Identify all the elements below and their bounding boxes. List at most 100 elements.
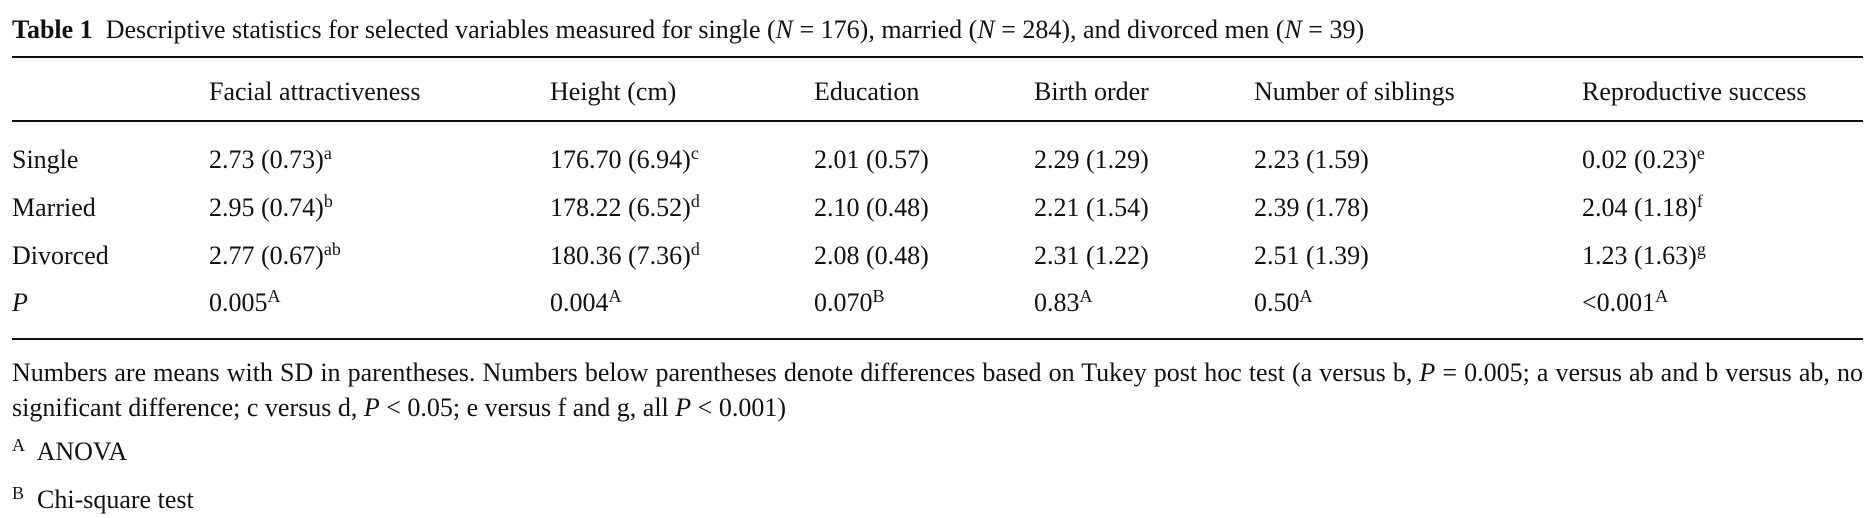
- cell-value: 2.10 (0.48): [814, 193, 929, 222]
- column-header: Education: [814, 77, 920, 106]
- column-header: Height (cm): [550, 77, 677, 106]
- cell: 2.23 (1.59): [1254, 145, 1369, 175]
- cell-value: 0.50: [1254, 288, 1300, 317]
- cell: 0.070B: [814, 286, 885, 318]
- cell-value: 2.73 (0.73): [209, 145, 324, 174]
- cell-value: 0.005: [209, 288, 268, 317]
- cell: <0.001A: [1582, 286, 1669, 318]
- cell-value: 2.39 (1.78): [1254, 193, 1369, 222]
- cell: 1.23 (1.63)g: [1582, 239, 1706, 271]
- cell: 2.29 (1.29): [1034, 145, 1149, 175]
- row-label: Married: [12, 193, 96, 222]
- note: B Chi-square test: [12, 483, 194, 515]
- cell: 0.50A: [1254, 286, 1313, 318]
- cell-superscript: A: [267, 286, 281, 306]
- row-label: P: [12, 288, 28, 317]
- note-text: Chi-square test: [37, 485, 194, 514]
- title: Table 1 Descriptive statistics for selec…: [12, 15, 1364, 45]
- cell-superscript: A: [1299, 286, 1313, 306]
- cell-value: 2.08 (0.48): [814, 241, 929, 270]
- note-text: ANOVA: [36, 437, 128, 466]
- cell-superscript: a: [323, 143, 332, 163]
- text-run: < 0.001): [691, 393, 786, 422]
- cell-value: 0.004: [550, 288, 609, 317]
- cell-value: 2.23 (1.59): [1254, 145, 1369, 174]
- cell: 2.51 (1.39): [1254, 241, 1369, 271]
- cell-superscript: ab: [323, 239, 341, 259]
- text-run: = 284), and divorced men (: [994, 15, 1285, 44]
- cell-value: 2.77 (0.67): [209, 241, 324, 270]
- top-rule: [12, 56, 1863, 58]
- cell-value: 178.22 (6.52): [550, 193, 691, 222]
- cell-value: 2.21 (1.54): [1034, 193, 1149, 222]
- caption: Descriptive statistics for selected vari…: [106, 15, 1364, 44]
- cell-superscript: f: [1696, 191, 1703, 211]
- cell-superscript: d: [690, 191, 700, 211]
- cell-superscript: A: [1655, 286, 1669, 306]
- cell-value: 2.01 (0.57): [814, 145, 929, 174]
- cell: 0.83A: [1034, 286, 1093, 318]
- cell: 2.08 (0.48): [814, 241, 929, 271]
- cell: 2.77 (0.67)ab: [209, 239, 341, 271]
- cell-value: 180.36 (7.36): [550, 241, 691, 270]
- cell-value: 176.70 (6.94): [550, 145, 691, 174]
- row-label: Divorced: [12, 241, 109, 270]
- row-label: Single: [12, 145, 79, 174]
- text-run: N: [1284, 15, 1302, 44]
- cell: 178.22 (6.52)d: [550, 191, 700, 223]
- note: A ANOVA: [12, 435, 128, 467]
- footnote: Numbers are means with SD in parentheses…: [12, 355, 1863, 425]
- cell-value: 2.04 (1.18): [1582, 193, 1697, 222]
- cell: 2.10 (0.48): [814, 193, 929, 223]
- cell-value: 2.29 (1.29): [1034, 145, 1149, 174]
- cell-value: 2.95 (0.74): [209, 193, 324, 222]
- cell-superscript: B: [872, 286, 885, 306]
- cell: 2.21 (1.54): [1034, 193, 1149, 223]
- cell: 0.004A: [550, 286, 622, 318]
- cell-superscript: c: [690, 143, 699, 163]
- cell: 176.70 (6.94)c: [550, 143, 699, 175]
- text-run: Descriptive statistics for selected vari…: [105, 15, 776, 44]
- cell: 2.95 (0.74)b: [209, 191, 333, 223]
- cell-superscript: d: [690, 239, 700, 259]
- cell: 2.01 (0.57): [814, 145, 929, 175]
- text-run: = 39): [1301, 15, 1365, 44]
- cell-value: <0.001: [1582, 288, 1656, 317]
- cell: 2.39 (1.78): [1254, 193, 1369, 223]
- cell: 0.02 (0.23)e: [1582, 143, 1705, 175]
- table-label: Table 1: [12, 15, 93, 44]
- cell-value: 0.83: [1034, 288, 1080, 317]
- header-rule: [12, 120, 1863, 122]
- text-run: P: [363, 393, 380, 422]
- column-header: Facial attractiveness: [209, 77, 421, 106]
- cell-value: 1.23 (1.63): [1582, 241, 1697, 270]
- cell-superscript: A: [608, 286, 622, 306]
- cell: 0.005A: [209, 286, 281, 318]
- note-mark: A: [12, 435, 25, 455]
- cell-superscript: b: [323, 191, 333, 211]
- cell-superscript: A: [1079, 286, 1093, 306]
- text-run: Numbers are means with SD in parentheses…: [12, 358, 1420, 387]
- cell: 2.04 (1.18)f: [1582, 191, 1703, 223]
- note-mark: B: [12, 483, 25, 503]
- bottom-rule: [12, 338, 1863, 340]
- cell: 180.36 (7.36)d: [550, 239, 700, 271]
- cell-value: 0.070: [814, 288, 873, 317]
- text-run: P: [1419, 358, 1436, 387]
- column-header: Number of siblings: [1254, 77, 1455, 106]
- cell: 2.73 (0.73)a: [209, 143, 332, 175]
- text-run: < 0.05; e versus f and g, all: [379, 393, 676, 422]
- text-run: P: [675, 393, 692, 422]
- cell: 2.31 (1.22): [1034, 241, 1149, 271]
- cell-value: 0.02 (0.23): [1582, 145, 1697, 174]
- cell-value: 2.51 (1.39): [1254, 241, 1369, 270]
- cell-superscript: e: [1696, 143, 1705, 163]
- cell-superscript: g: [1696, 239, 1706, 259]
- text-run: = 0.005; a versus ab and b versus ab, no…: [12, 358, 1863, 422]
- cell-value: 2.31 (1.22): [1034, 241, 1149, 270]
- text-run: N: [977, 15, 995, 44]
- text-run: N: [775, 15, 794, 44]
- text-run: = 176), married (: [793, 15, 978, 44]
- column-header: Birth order: [1034, 77, 1149, 106]
